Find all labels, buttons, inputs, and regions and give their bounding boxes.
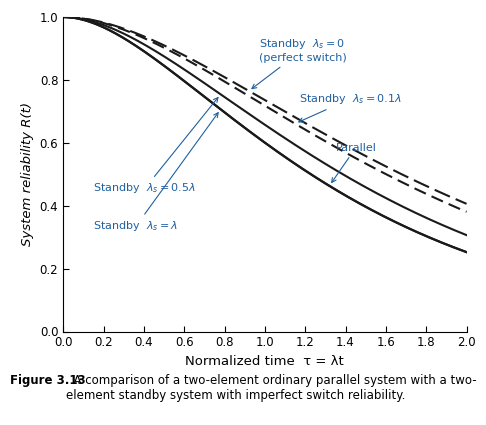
X-axis label: Normalized time  τ = λt: Normalized time τ = λt — [186, 355, 344, 368]
Text: Parallel: Parallel — [332, 142, 376, 182]
Text: Standby  $\lambda_s = \lambda$: Standby $\lambda_s = \lambda$ — [93, 113, 218, 233]
Text: A comparison of a two-element ordinary parallel system with a two-
element stand: A comparison of a two-element ordinary p… — [66, 374, 476, 402]
Text: Standby  $\lambda_s = 0.1\lambda$: Standby $\lambda_s = 0.1\lambda$ — [299, 92, 402, 122]
Y-axis label: System reliability R(t): System reliability R(t) — [21, 102, 34, 246]
Text: Standby  $\lambda_s = 0.5\lambda$: Standby $\lambda_s = 0.5\lambda$ — [93, 97, 218, 196]
Text: Standby  $\lambda_s = 0$
(perfect switch): Standby $\lambda_s = 0$ (perfect switch) — [252, 37, 347, 88]
Text: Figure 3.13: Figure 3.13 — [10, 374, 86, 387]
